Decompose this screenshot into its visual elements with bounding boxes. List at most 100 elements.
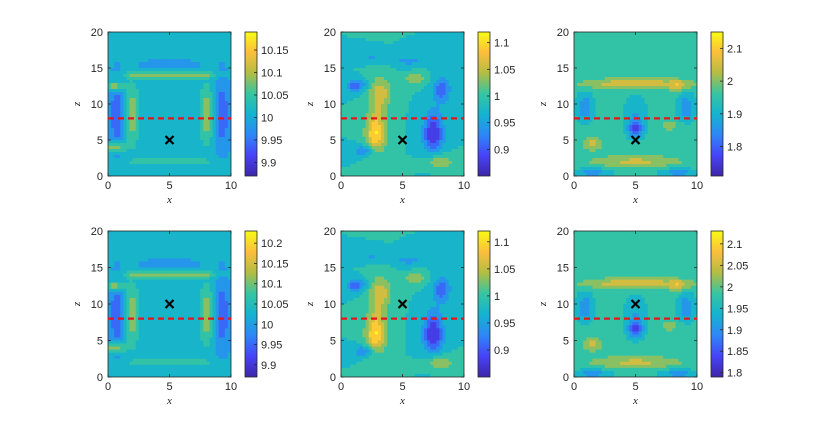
- x-axis-label: x: [399, 194, 405, 206]
- x-tick-label: 0: [571, 381, 577, 393]
- contour-panel-bottom-middle: 0 5 10 0 5 10 15 20 x z 0.9 0.95 1 1.05 1.1: [304, 226, 515, 407]
- colorbar: 9.9 9.95 10 10.05 10.1 10.15 10.2: [244, 230, 289, 378]
- y-tick-label: 15: [324, 63, 336, 75]
- colorbar-tick-label: 1.1: [494, 237, 509, 249]
- y-tick-label: 10: [557, 99, 569, 111]
- colorbar-tick-label: 1: [494, 291, 500, 303]
- colorbar-tick-label: 1.8: [727, 368, 742, 380]
- y-tick-label: 10: [91, 99, 103, 111]
- y-tick-label: 0: [563, 171, 569, 183]
- colorbar: 9.9 9.95 10 10.05 10.1 10.15: [244, 31, 289, 177]
- y-tick-label: 5: [330, 336, 336, 348]
- x-tick-label: 10: [691, 180, 703, 192]
- colorbar-tick-label: 2: [727, 282, 733, 294]
- y-tick-label: 15: [91, 63, 103, 75]
- x-tick-label: 10: [225, 180, 237, 192]
- colorbar-tick-label: 1.8: [727, 142, 742, 154]
- y-tick-label: 20: [324, 226, 336, 238]
- colorbar-tick-label: 9.95: [261, 340, 282, 352]
- contour-fill: [108, 32, 231, 176]
- y-tick-label: 5: [97, 135, 103, 147]
- y-tick-label: 10: [557, 299, 569, 311]
- y-tick-label: 0: [97, 171, 103, 183]
- x-marker: [164, 299, 175, 309]
- y-axis-label: z: [71, 101, 83, 107]
- y-tick-label: 20: [557, 27, 569, 39]
- y-tick-label: 5: [97, 336, 103, 348]
- colorbar-tick-label: 9.9: [261, 360, 276, 372]
- x-tick-label: 0: [338, 381, 344, 393]
- colorbar-tick-label: 10.1: [261, 279, 282, 291]
- colorbar-tick-label: 0.9: [494, 144, 509, 156]
- x-marker: [397, 299, 408, 309]
- colorbar-tick-label: 9.9: [261, 158, 276, 170]
- x-marker: [630, 299, 641, 309]
- x-tick-label: 10: [691, 381, 703, 393]
- colorbar: 1.8 1.85 1.9 1.95 2 2.05 2.1: [710, 230, 748, 380]
- y-tick-label: 10: [91, 299, 103, 311]
- y-tick-label: 15: [557, 63, 569, 75]
- colorbar-tick-label: 2.1: [727, 43, 742, 55]
- y-tick-label: 10: [324, 99, 336, 111]
- x-tick-label: 5: [399, 180, 405, 192]
- contour-panel-top-right: 0 5 10 0 5 10 15 20 x z 1.8 1.9 2 2.1: [537, 27, 742, 206]
- colorbar-tick-label: 1.1: [494, 38, 509, 50]
- y-tick-label: 20: [91, 27, 103, 39]
- y-tick-label: 15: [324, 263, 336, 275]
- colorbar-tick-label: 10.1: [261, 68, 282, 80]
- colorbar-tick-label: 1.9: [727, 325, 742, 337]
- contour-fill: [341, 231, 464, 377]
- x-axis-label: x: [166, 395, 172, 407]
- x-tick-label: 5: [166, 381, 172, 393]
- y-tick-label: 5: [563, 135, 569, 147]
- contour-panel-bottom-left: 0 5 10 0 5 10 15 20 x z 9.9 9.95 10 10.05 10.1 10.15 10.…: [71, 226, 289, 407]
- contour-fill: [341, 32, 464, 176]
- colorbar: 0.9 0.95 1 1.05 1.1: [477, 230, 515, 378]
- y-tick-label: 0: [330, 171, 336, 183]
- contour-panel-bottom-right: 0 5 10 0 5 10 15 20 x z 1.8 1.85 1.9 1.95 2 2.05 2.1: [537, 226, 748, 407]
- y-axis-label: z: [71, 301, 83, 307]
- colorbar-tick-label: 1.95: [727, 303, 748, 315]
- x-axis-label: x: [632, 395, 638, 407]
- x-tick-label: 10: [458, 381, 470, 393]
- contour-panel-top-left: 0 5 10 0 5 10 15 20 x z 9.9 9.95 10 10.05 10.1 10.15: [71, 27, 289, 206]
- x-tick-label: 0: [338, 180, 344, 192]
- x-tick-label: 5: [632, 381, 638, 393]
- y-tick-label: 10: [324, 299, 336, 311]
- y-axis-label: z: [537, 301, 549, 307]
- y-tick-label: 15: [91, 263, 103, 275]
- y-tick-label: 15: [557, 263, 569, 275]
- colorbar-tick-label: 0.95: [494, 318, 515, 330]
- colorbar-tick-label: 10: [261, 113, 273, 125]
- x-tick-label: 0: [105, 381, 111, 393]
- x-tick-label: 10: [225, 381, 237, 393]
- contour-fill: [574, 231, 697, 377]
- y-tick-label: 0: [97, 372, 103, 384]
- x-axis-label: x: [166, 194, 172, 206]
- y-tick-label: 5: [330, 135, 336, 147]
- contour-panel-top-middle: 0 5 10 0 5 10 15 20 x z 0.9 0.95 1 1.05 1.1: [304, 27, 515, 206]
- colorbar-tick-label: 1.05: [494, 264, 515, 276]
- y-axis-label: z: [304, 301, 316, 307]
- colorbar-tick-label: 10.05: [261, 299, 289, 311]
- colorbar: 0.9 0.95 1 1.05 1.1: [477, 31, 515, 177]
- colorbar-tick-label: 10.2: [261, 238, 282, 250]
- y-axis-label: z: [537, 101, 549, 107]
- x-marker: [164, 135, 175, 145]
- x-axis-label: x: [399, 395, 405, 407]
- colorbar-tick-label: 10: [261, 319, 273, 331]
- y-axis-label: z: [304, 101, 316, 107]
- x-tick-label: 10: [458, 180, 470, 192]
- colorbar-tick-label: 10.15: [261, 258, 289, 270]
- x-tick-label: 5: [399, 381, 405, 393]
- colorbar-tick-label: 1.9: [727, 109, 742, 121]
- colorbar-tick-label: 1: [494, 91, 500, 103]
- y-tick-label: 20: [324, 27, 336, 39]
- x-tick-label: 0: [105, 180, 111, 192]
- colorbar-tick-label: 0.95: [494, 118, 515, 130]
- x-marker: [630, 135, 641, 145]
- colorbar: 1.8 1.9 2 2.1: [710, 31, 742, 177]
- x-tick-label: 5: [166, 180, 172, 192]
- y-tick-label: 20: [557, 226, 569, 238]
